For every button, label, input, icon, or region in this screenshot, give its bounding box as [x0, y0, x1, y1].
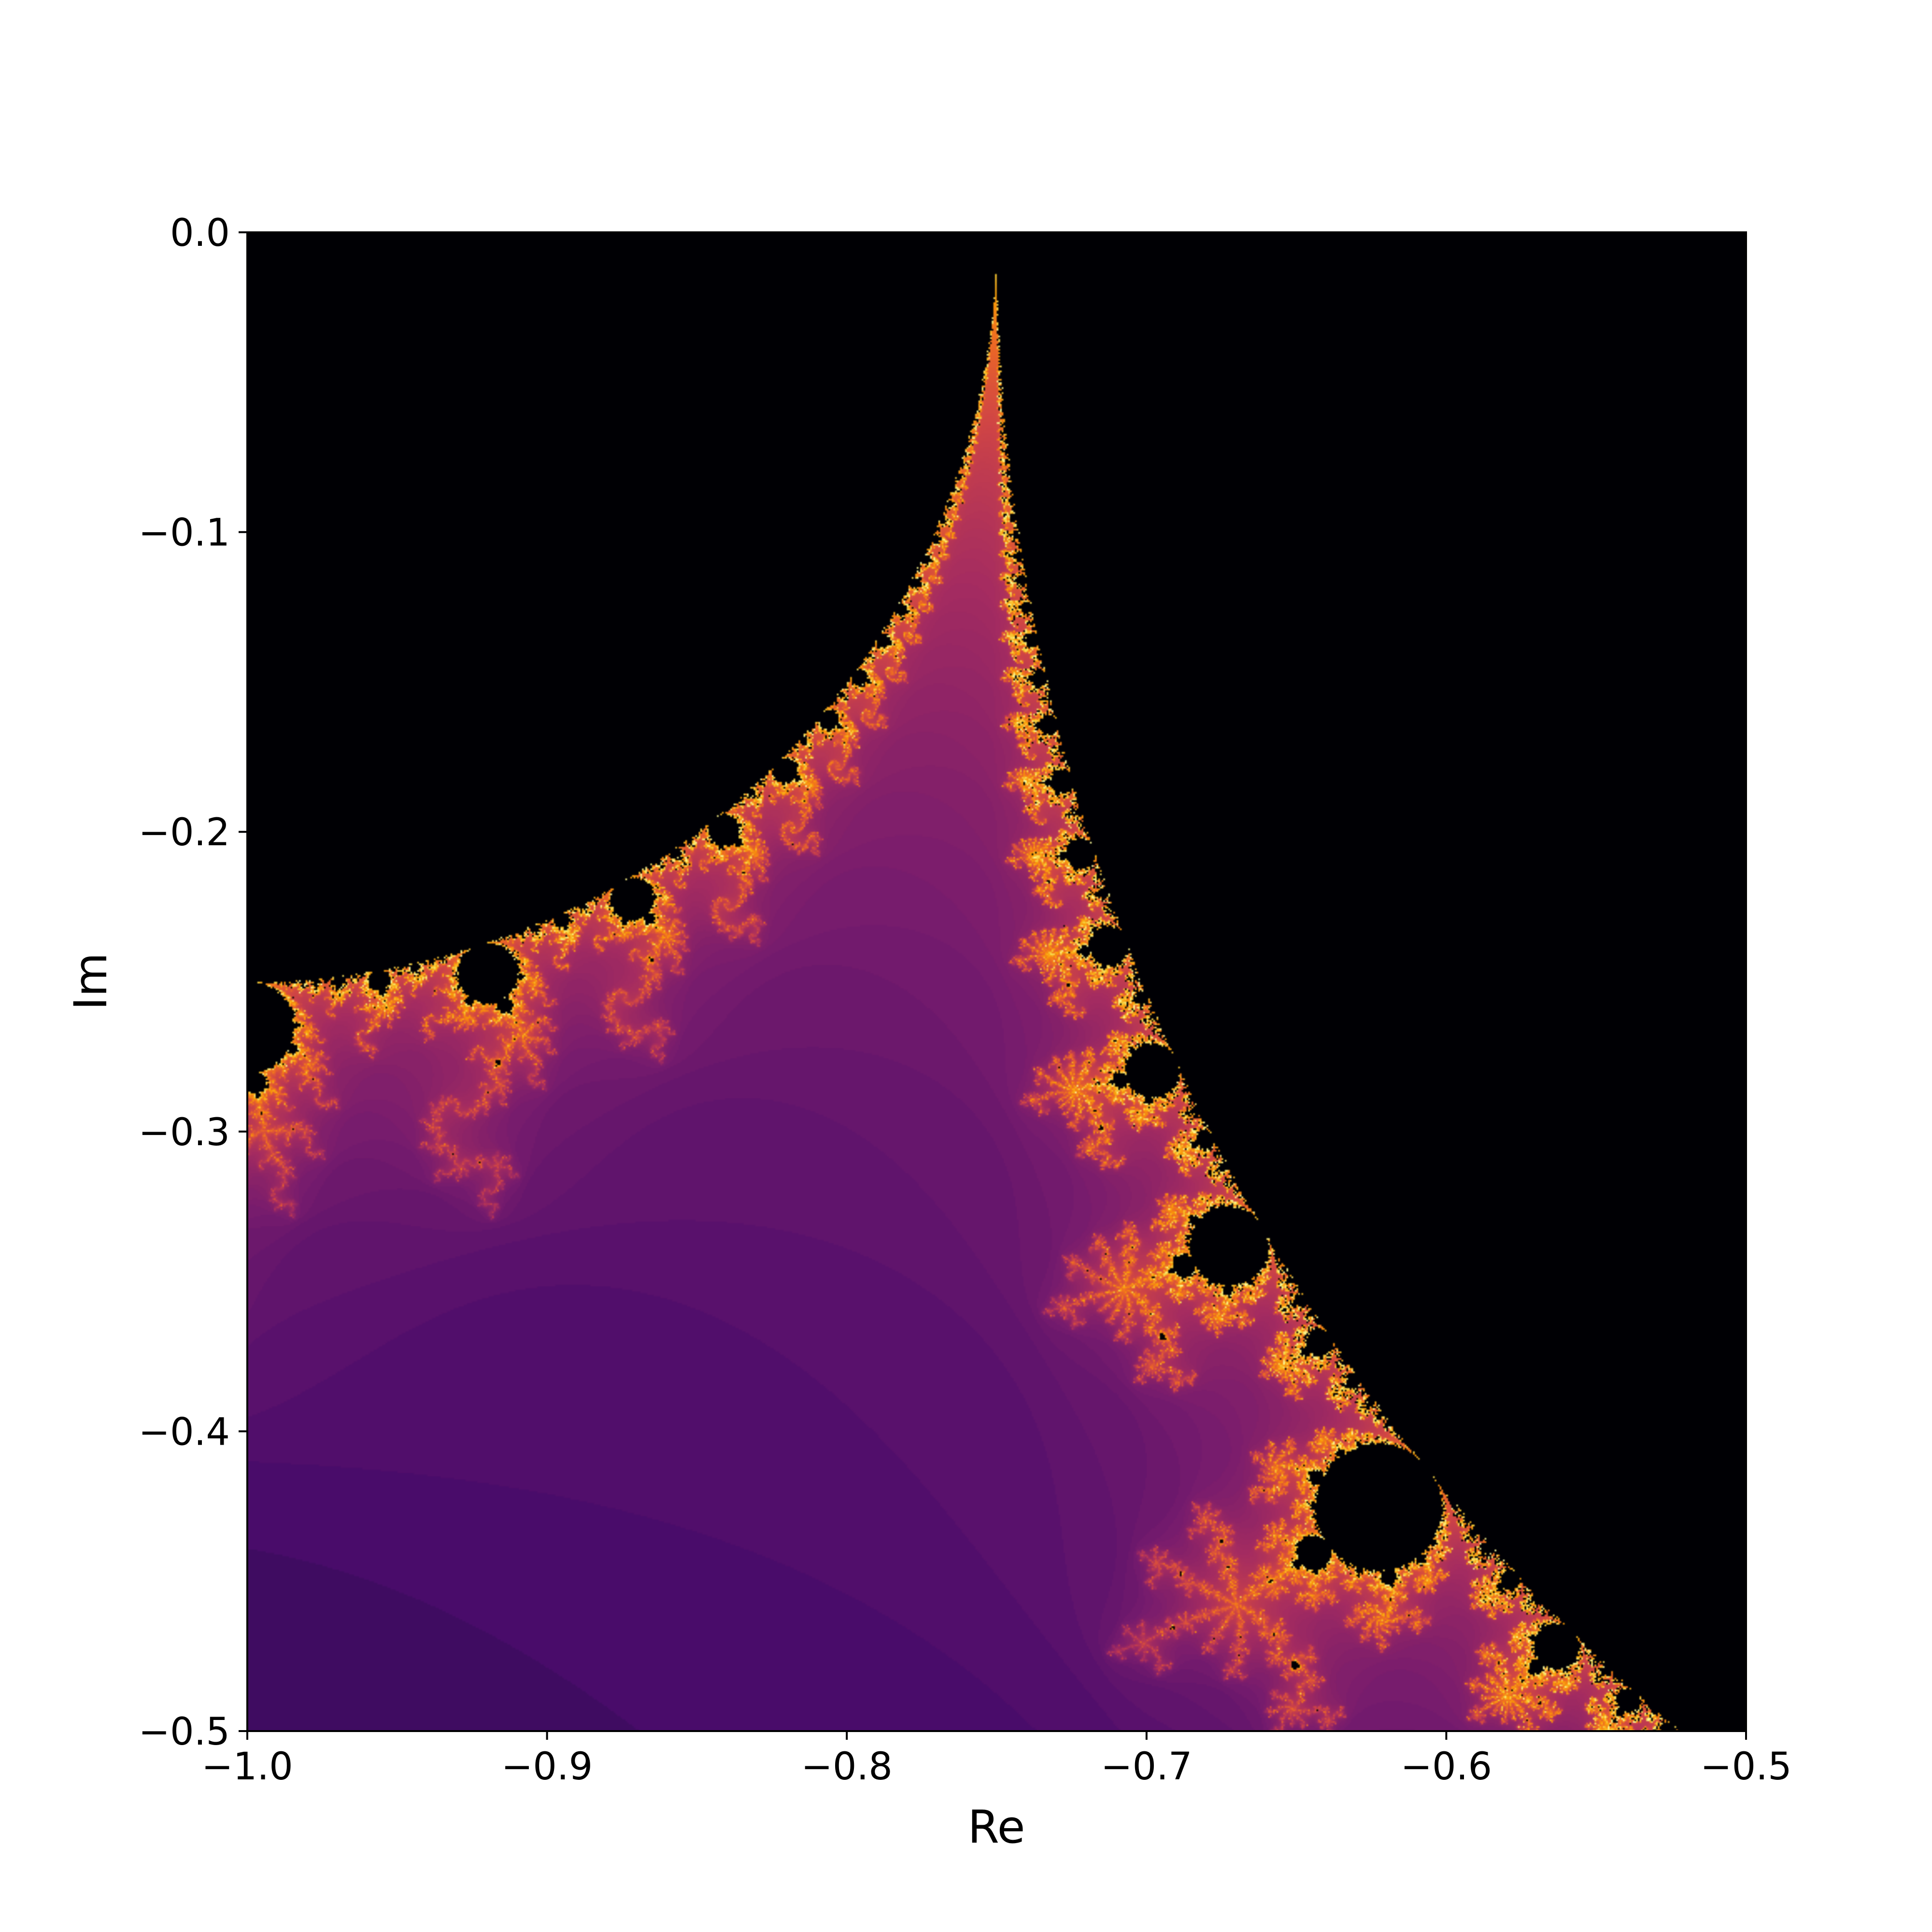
- x-tick-label: −1.0: [201, 1745, 293, 1789]
- y-tick-label: −0.4: [139, 1410, 230, 1454]
- plot-frame: [246, 231, 1747, 1732]
- y-axis: 0.0 −0.1 −0.2 −0.3 −0.4 −0.5: [139, 212, 247, 1754]
- fractal-heatmap-image: [247, 232, 1746, 1731]
- x-tick-label: −0.5: [1700, 1745, 1791, 1789]
- y-tick-label: −0.2: [139, 811, 230, 854]
- x-axis-label: Re: [968, 1801, 1025, 1854]
- x-axis: −1.0 −0.9 −0.8 −0.7 −0.6 −0.5: [201, 1731, 1792, 1789]
- x-tick-label: −0.8: [801, 1745, 892, 1789]
- x-tick-label: −0.9: [501, 1745, 593, 1789]
- plot-area: [246, 231, 1747, 1732]
- y-axis-label: Im: [65, 952, 117, 1010]
- y-tick-label: −0.1: [139, 511, 230, 555]
- x-tick-label: −0.7: [1101, 1745, 1192, 1789]
- y-tick-label: 0.0: [170, 212, 230, 255]
- y-tick-label: −0.5: [139, 1710, 230, 1754]
- x-tick-label: −0.6: [1401, 1745, 1492, 1789]
- y-tick-label: −0.3: [139, 1111, 230, 1154]
